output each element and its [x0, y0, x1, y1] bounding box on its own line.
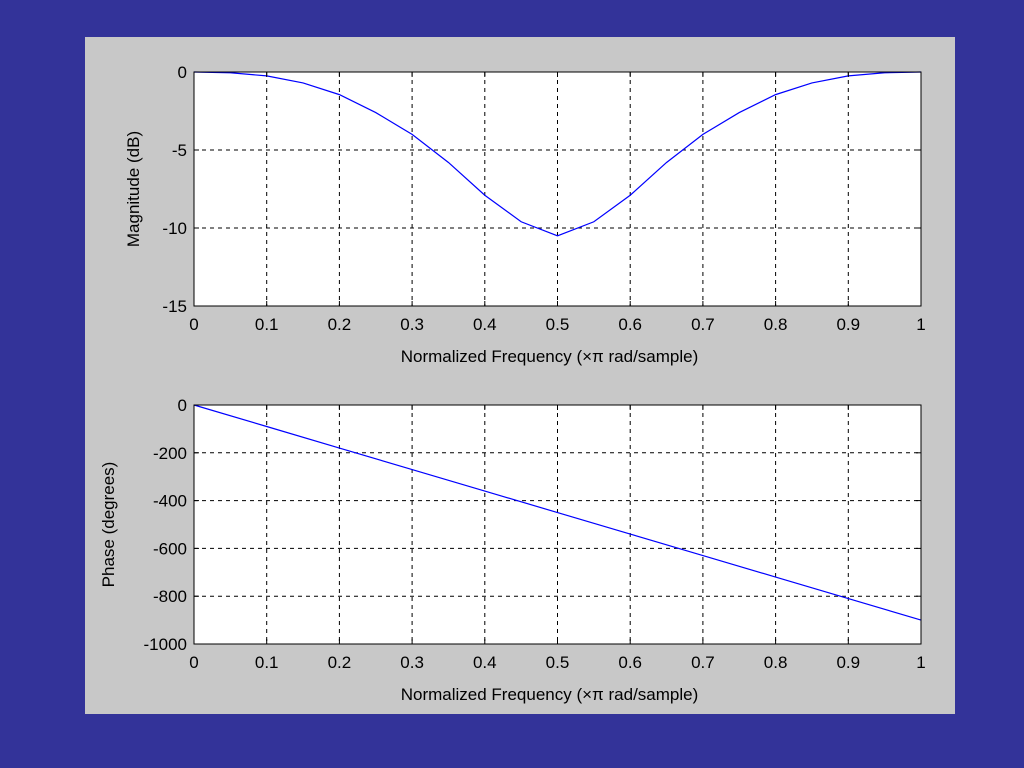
y-tick-label: -800 [153, 587, 187, 606]
x-tick-label: 0.8 [764, 653, 788, 672]
x-tick-label: 0 [189, 653, 198, 672]
x-tick-label: 0 [189, 315, 198, 334]
y-tick-label: -5 [172, 141, 187, 160]
y-tick-label: -15 [162, 297, 187, 316]
x-tick-label: 0.3 [400, 315, 424, 334]
x-tick-label: 0.6 [618, 315, 642, 334]
y-tick-label: -200 [153, 444, 187, 463]
x-tick-label: 0.5 [546, 315, 570, 334]
x-tick-label: 0.4 [473, 315, 497, 334]
series-line [193, 404, 922, 621]
x-tick-label: 0.4 [473, 653, 497, 672]
x-tick-label: 0.6 [618, 653, 642, 672]
x-tick-label: 0.8 [764, 315, 788, 334]
y-tick-label: -10 [162, 219, 187, 238]
y-tick-label: 0 [178, 63, 187, 82]
x-tick-label: 1 [916, 315, 925, 334]
plot-1: 0 0.1 0.2 0.3 0.4 0.5 0.6 0.7 0.8 0.9 1 0 -5 -10 -15 No… [124, 63, 926, 366]
y-axis-label: Magnitude (dB) [124, 131, 143, 247]
x-tick-label: 0.1 [255, 315, 279, 334]
x-tick-label: 1 [916, 653, 925, 672]
x-tick-label: 0.5 [546, 653, 570, 672]
x-tick-label: 0.1 [255, 653, 279, 672]
x-axis-label: Normalized Frequency (×π rad/sample) [401, 685, 699, 704]
x-tick-label: 0.9 [836, 653, 860, 672]
x-tick-label: 0.2 [328, 315, 352, 334]
x-tick-label: 0.3 [400, 653, 424, 672]
y-tick-label: 0 [178, 396, 187, 415]
plot-area [194, 405, 921, 644]
x-tick-label: 0.9 [836, 315, 860, 334]
y-tick-label: -400 [153, 492, 187, 511]
y-axis-label: Phase (degrees) [99, 462, 118, 588]
x-tick-label: 0.7 [691, 315, 715, 334]
x-axis-label: Normalized Frequency (×π rad/sample) [401, 347, 699, 366]
x-tick-label: 0.7 [691, 653, 715, 672]
series-line [193, 71, 922, 237]
y-tick-label: -1000 [144, 635, 187, 654]
x-tick-label: 0.2 [328, 653, 352, 672]
y-tick-label: -600 [153, 539, 187, 558]
plot-2: 0 0.1 0.2 0.3 0.4 0.5 0.6 0.7 0.8 0.9 1 0 -200 -400 -6… [99, 396, 926, 704]
